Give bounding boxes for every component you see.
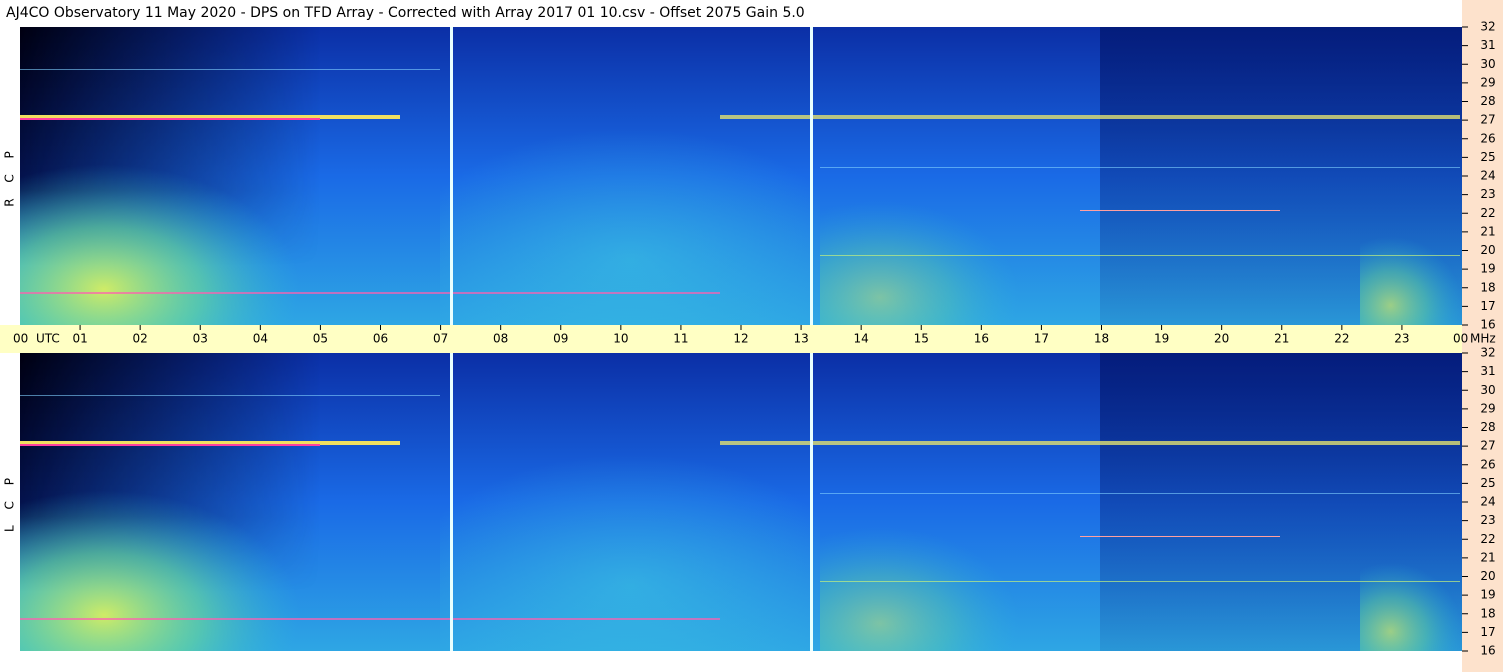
title: AJ4CO Observatory 11 May 2020 - DPS on T… — [6, 5, 805, 21]
time-start-label: 00 — [13, 332, 28, 346]
time-tick-label: 03 — [193, 332, 208, 346]
frequency-scale-column — [1462, 0, 1503, 672]
frequency-tick-label: 32 — [1480, 20, 1495, 34]
polarization-label: L C P — [3, 472, 17, 532]
time-tick-label: 08 — [493, 332, 508, 346]
frequency-tick-label: 26 — [1480, 457, 1495, 471]
frequency-tick-label: 17 — [1480, 625, 1495, 639]
frequency-tick-label: 30 — [1480, 57, 1495, 71]
time-tick-label: 06 — [373, 332, 388, 346]
time-tick-label: 22 — [1334, 332, 1349, 346]
time-tick-label: 12 — [733, 332, 748, 346]
frequency-tick-label: 20 — [1480, 243, 1495, 257]
time-tick-label: 14 — [854, 332, 869, 346]
frequency-tick-label: 29 — [1480, 75, 1495, 89]
time-tick-label: 10 — [613, 332, 628, 346]
frequency-tick-label: 32 — [1480, 346, 1495, 360]
polarization-label: R C P — [3, 145, 17, 207]
frequency-tick-label: 24 — [1480, 169, 1495, 183]
frequency-tick-label: 26 — [1480, 131, 1495, 145]
frequency-tick-label: 23 — [1480, 187, 1495, 201]
time-axis-band — [0, 325, 1462, 353]
frequency-unit-label: MHz — [1470, 332, 1496, 346]
rcp-spectrogram — [20, 27, 1462, 325]
frequency-tick-label: 22 — [1480, 532, 1495, 546]
frequency-tick-label: 21 — [1480, 550, 1495, 564]
frequency-tick-label: 31 — [1480, 38, 1495, 52]
frequency-tick-label: 16 — [1480, 318, 1495, 332]
frequency-tick-label: 20 — [1480, 569, 1495, 583]
time-tick-label: 23 — [1394, 332, 1409, 346]
time-unit-label: UTC — [36, 332, 60, 346]
frequency-tick-label: 25 — [1480, 150, 1495, 164]
frequency-tick-label: 23 — [1480, 513, 1495, 527]
time-tick-label: 13 — [793, 332, 808, 346]
lcp-spectrogram — [20, 353, 1462, 651]
time-tick-label: 05 — [313, 332, 328, 346]
frequency-tick-label: 19 — [1480, 262, 1495, 276]
time-tick-label: 17 — [1034, 332, 1049, 346]
time-tick-label: 20 — [1214, 332, 1229, 346]
frequency-tick-label: 22 — [1480, 206, 1495, 220]
time-tick-label: 19 — [1154, 332, 1169, 346]
frequency-tick-label: 27 — [1480, 113, 1495, 127]
frequency-tick-label: 18 — [1480, 606, 1495, 620]
frequency-tick-label: 30 — [1480, 383, 1495, 397]
frequency-tick-label: 28 — [1480, 94, 1495, 108]
time-tick-label: 04 — [253, 332, 268, 346]
frequency-tick-label: 25 — [1480, 476, 1495, 490]
frequency-tick-label: 16 — [1480, 644, 1495, 658]
frequency-tick-label: 28 — [1480, 420, 1495, 434]
frequency-tick-label: 21 — [1480, 224, 1495, 238]
time-end-label: 00 — [1453, 332, 1468, 346]
frequency-tick-label: 27 — [1480, 439, 1495, 453]
time-tick-label: 21 — [1274, 332, 1289, 346]
time-tick-label: 07 — [433, 332, 448, 346]
frequency-tick-label: 18 — [1480, 280, 1495, 294]
frequency-tick-label: 31 — [1480, 364, 1495, 378]
time-tick-label: 16 — [974, 332, 989, 346]
frequency-tick-label: 17 — [1480, 299, 1495, 313]
time-tick-label: 09 — [553, 332, 568, 346]
frequency-tick-label: 29 — [1480, 401, 1495, 415]
time-tick-label: 15 — [914, 332, 929, 346]
time-tick-label: 18 — [1094, 332, 1109, 346]
time-tick-label: 11 — [673, 332, 688, 346]
time-tick-label: 02 — [133, 332, 148, 346]
frequency-tick-label: 24 — [1480, 495, 1495, 509]
time-tick-label: 01 — [72, 332, 87, 346]
frequency-tick-label: 19 — [1480, 588, 1495, 602]
